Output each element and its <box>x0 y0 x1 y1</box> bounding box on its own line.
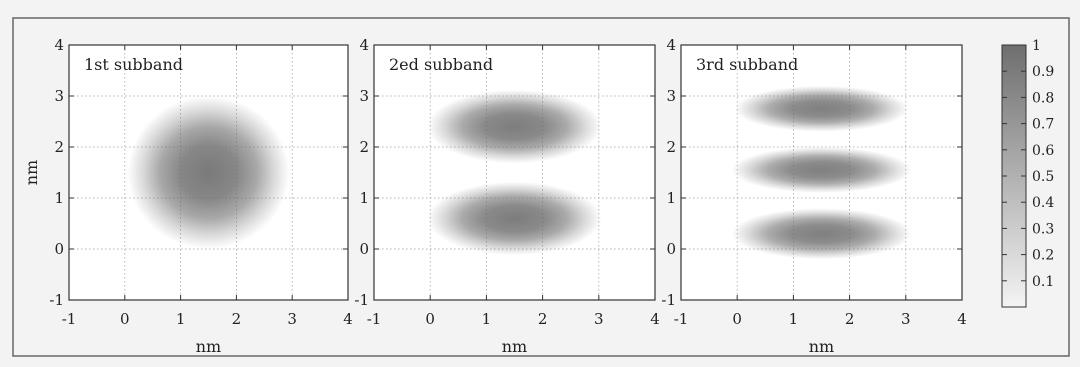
x-tick-label: 0 <box>120 310 130 328</box>
density-lobe <box>427 181 602 256</box>
colorbar-tick-label: 0.2 <box>1032 248 1054 264</box>
y-tick-label: 0 <box>359 240 369 258</box>
figure-frame <box>12 17 1070 357</box>
x-axis-label: nm <box>196 337 221 356</box>
colorbar-tick-label: 0.8 <box>1032 90 1054 106</box>
y-tick-label: -1 <box>354 291 369 309</box>
panel-1: -1 0 1 2 3 4 -1 0 1 2 3 4 1st subband nm nm <box>22 36 353 356</box>
y-tick-label: 3 <box>359 87 369 105</box>
x-tick-label: 4 <box>650 310 660 328</box>
colorbar-tick-label: 0.4 <box>1032 195 1054 211</box>
density-lobe <box>427 89 602 164</box>
x-tick-label: 2 <box>538 310 548 328</box>
density-map <box>427 89 602 256</box>
colorbar: 1 0.9 0.8 0.7 0.6 0.5 0.4 0.3 0.2 0.1 <box>1001 38 1054 308</box>
x-tick-label: 3 <box>594 310 604 328</box>
x-tick-label: 4 <box>957 310 967 328</box>
plot-area <box>68 44 349 301</box>
x-tick-label: 4 <box>343 310 353 328</box>
y-tick-label: 1 <box>359 189 369 207</box>
panel-title: 1st subband <box>84 55 183 74</box>
x-tick-label: 3 <box>901 310 911 328</box>
x-tick-label: 2 <box>232 310 242 328</box>
x-tick-label: -1 <box>62 310 77 328</box>
colorbar-tick-label: 0.1 <box>1032 274 1054 290</box>
density-map <box>127 96 290 249</box>
y-tick-label: 4 <box>666 36 676 54</box>
y-tick-label: 3 <box>666 87 676 105</box>
y-axis-label: nm <box>22 160 41 185</box>
y-tick-label: 2 <box>666 138 676 156</box>
panel-3: -1 0 1 2 3 4 -1 0 1 2 3 4 3rd subband nm <box>661 36 966 356</box>
x-tick-label: 0 <box>425 310 435 328</box>
plot-area <box>373 44 656 301</box>
x-tick-label: 3 <box>287 310 297 328</box>
colorbar-tick-label: 1 <box>1032 38 1041 54</box>
colorbar-tick-label: 0.9 <box>1032 64 1054 80</box>
y-tick-label: 4 <box>54 36 64 54</box>
y-tick-label: -1 <box>661 291 676 309</box>
colorbar-tick-label: 0.7 <box>1032 117 1054 133</box>
colorbar-tick-label: 0.3 <box>1032 221 1054 237</box>
x-tick-label: 1 <box>176 310 186 328</box>
x-axis-label: nm <box>809 337 834 356</box>
y-tick-label: 0 <box>54 240 64 258</box>
x-tick-label: -1 <box>367 310 382 328</box>
x-tick-label: 1 <box>482 310 492 328</box>
colorbar-tick-label: 0.5 <box>1032 169 1054 185</box>
density-lobe <box>731 147 912 193</box>
panel-title: 2ed subband <box>389 55 493 74</box>
y-tick-label: 4 <box>359 36 369 54</box>
y-tick-label: 0 <box>666 240 676 258</box>
y-tick-label: 1 <box>666 189 676 207</box>
density-lobe <box>734 85 909 132</box>
y-tick-label: -1 <box>49 291 64 309</box>
x-tick-label: 1 <box>789 310 799 328</box>
x-tick-label: -1 <box>674 310 689 328</box>
y-tick-label: 3 <box>54 87 64 105</box>
density-map <box>731 85 912 260</box>
panel-2: -1 0 1 2 3 4 -1 0 1 2 3 4 2ed subband nm <box>354 36 659 356</box>
density-lobe <box>127 96 290 249</box>
y-tick-label: 2 <box>54 138 64 156</box>
panel-title: 3rd subband <box>696 55 798 74</box>
x-tick-label: 0 <box>732 310 742 328</box>
y-tick-label: 1 <box>54 189 64 207</box>
x-tick-label: 2 <box>845 310 855 328</box>
density-lobe <box>731 208 912 260</box>
x-axis-label: nm <box>502 337 527 356</box>
colorbar-tick-label: 0.6 <box>1032 143 1054 159</box>
y-tick-label: 2 <box>359 138 369 156</box>
